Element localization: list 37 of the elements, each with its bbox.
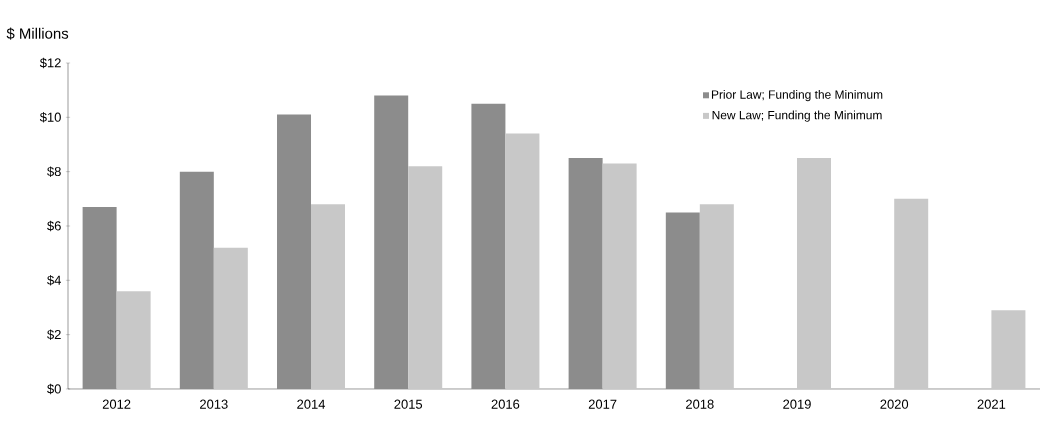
x-tick-label: 2013: [200, 399, 228, 409]
bar: [991, 310, 1026, 389]
x-tick-label: 2017: [588, 399, 617, 409]
y-tick-label: $6: [47, 220, 61, 232]
bar: [82, 206, 117, 389]
bar: [602, 163, 637, 389]
bar: [277, 114, 312, 389]
bar: [116, 291, 151, 389]
x-tick-label: 2019: [783, 399, 811, 409]
y-axis-title: $ Millions: [6, 27, 69, 40]
legend-label: New Law; Funding the Minimum: [712, 110, 882, 122]
legend-label: Prior Law; Funding the Minimum: [711, 90, 883, 102]
y-tick-label: $12: [39, 57, 61, 69]
x-tick-label: 2015: [394, 399, 423, 409]
bar: [505, 133, 540, 389]
x-tick-label: 2020: [880, 399, 909, 409]
x-tick-label: 2021: [977, 399, 1006, 409]
y-tick-label: $10: [39, 112, 61, 123]
y-tick-label: $4: [47, 275, 61, 286]
y-tick-label: $0: [47, 383, 61, 395]
bar: [894, 198, 929, 389]
bar: [311, 204, 346, 389]
bar: [213, 247, 248, 389]
x-tick-label: 2018: [686, 399, 714, 409]
bar: [408, 166, 443, 389]
x-tick-label: 2012: [102, 399, 131, 409]
y-tick-label: $8: [47, 166, 61, 177]
bar: [179, 171, 214, 389]
x-tick-label: 2014: [297, 399, 326, 409]
bar: [374, 95, 409, 389]
x-tick-label: 2016: [491, 399, 520, 409]
bar: [665, 212, 700, 389]
bar: [471, 103, 506, 389]
bar: [568, 158, 603, 389]
y-tick-label: $2: [47, 329, 61, 340]
bar: [699, 204, 734, 389]
bar: [797, 158, 832, 389]
